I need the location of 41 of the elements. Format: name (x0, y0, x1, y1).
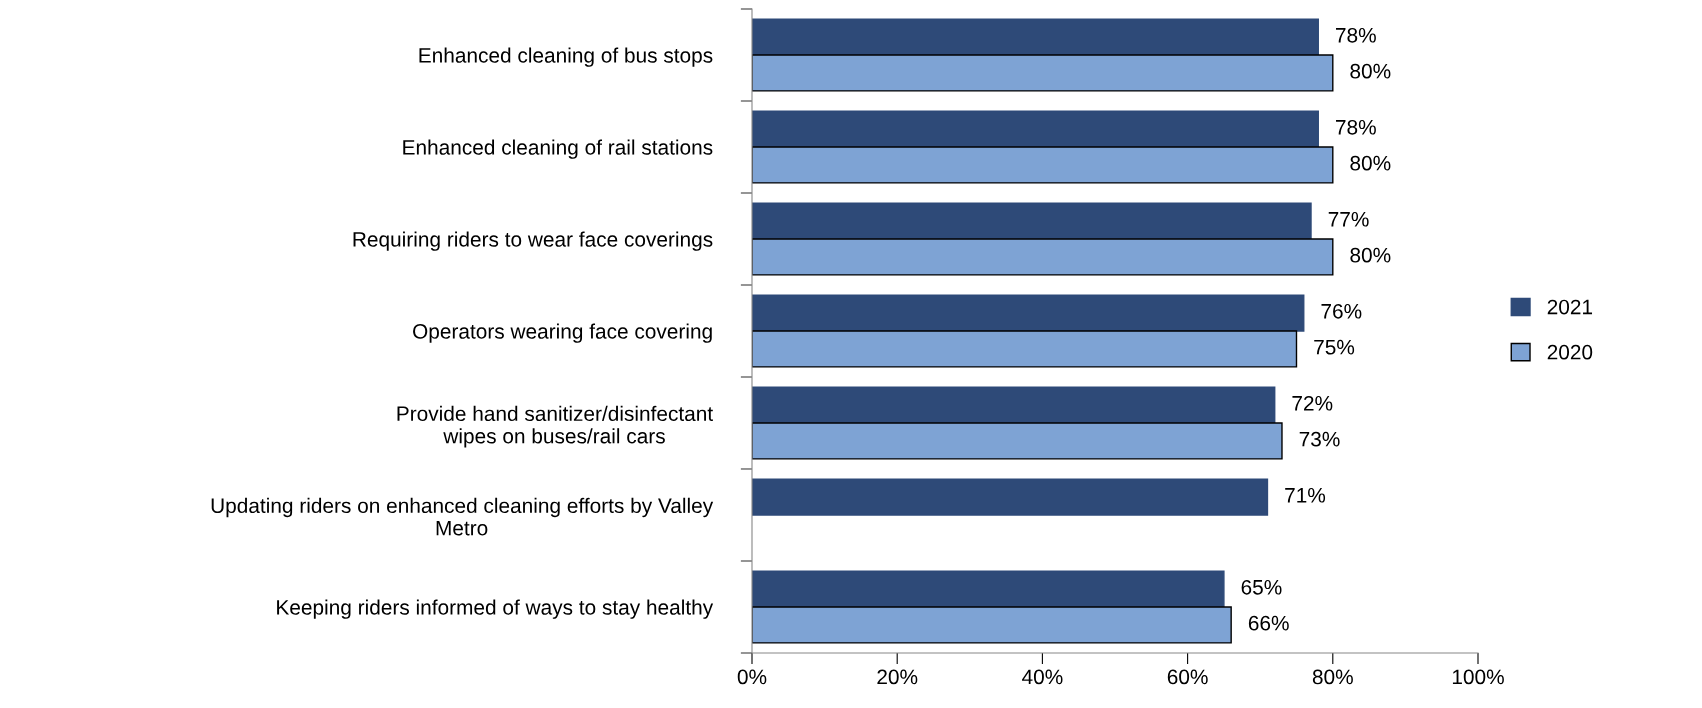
x-tick-label: 80% (1312, 669, 1353, 685)
data-label: 73% (1299, 431, 1340, 447)
bar (752, 54, 1334, 92)
x-tick-label: 20% (877, 669, 918, 685)
data-label: 80% (1350, 155, 1391, 171)
bar (752, 422, 1283, 460)
bar (752, 330, 1298, 368)
y-tick-label: Requiring riders to wear face coverings (353, 231, 713, 251)
y-tick-label: Provide hand sanitizer/disinfectant wipes on buses/rail cars (397, 405, 713, 448)
bar (752, 570, 1225, 608)
bar (752, 478, 1269, 516)
x-tick-label: 0% (737, 669, 767, 685)
x-tick-label: 40% (1022, 669, 1063, 685)
data-label: 78% (1336, 119, 1376, 135)
bar (752, 294, 1305, 332)
x-tick-label: 100% (1452, 669, 1504, 685)
bar (752, 238, 1334, 276)
bar (752, 386, 1276, 424)
bar (752, 146, 1334, 184)
data-label: 80% (1350, 63, 1391, 79)
bar (752, 110, 1319, 148)
legend-label: 2021 (1547, 299, 1593, 315)
data-label: 76% (1321, 303, 1362, 319)
data-label: 80% (1350, 247, 1391, 263)
y-tick-label: Operators wearing face covering (413, 323, 712, 343)
y-tick-label: Updating riders on enhanced cleaning efforts by Valley Metro (211, 497, 714, 536)
bar (752, 202, 1312, 240)
data-label: 71% (1285, 487, 1326, 503)
data-label: 72% (1292, 395, 1333, 411)
y-tick-label: Keeping riders informed of ways to stay healthy (277, 599, 714, 619)
data-label: 78% (1336, 27, 1376, 43)
y-tick-label: Enhanced cleaning of bus stops (419, 47, 713, 67)
data-label: 65% (1241, 579, 1282, 595)
y-tick-label: Enhanced cleaning of rail stations (403, 139, 713, 159)
bar (752, 18, 1319, 56)
x-tick-label: 60% (1167, 669, 1208, 685)
bar (752, 606, 1232, 644)
data-label: 66% (1248, 615, 1289, 631)
data-label: 75% (1314, 339, 1355, 355)
data-label: 77% (1328, 211, 1369, 227)
legend-label: 2020 (1547, 344, 1593, 360)
